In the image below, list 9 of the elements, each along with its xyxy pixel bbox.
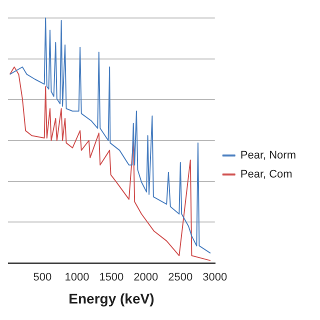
legend-label: Pear, Com (240, 168, 292, 181)
x-tick-label: 500 (33, 272, 52, 284)
x-tick-label: 2000 (134, 272, 158, 284)
x-tick-label: 1000 (64, 272, 90, 284)
x-axis-title: Energy (keV) (68, 290, 154, 306)
legend-label: Pear, Norm (240, 150, 296, 162)
x-tick-label: 3000 (202, 272, 228, 284)
x-tick-label: 1500 (99, 272, 124, 284)
x-tick-label: 2500 (168, 272, 193, 284)
